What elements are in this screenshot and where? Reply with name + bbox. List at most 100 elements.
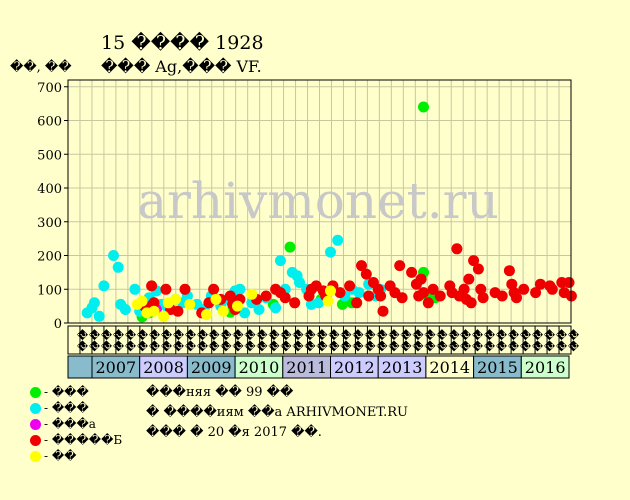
month-label: �� <box>87 329 100 352</box>
month-label: �� <box>554 329 567 352</box>
note-date: ��� � 20 �я 2017 ��. <box>146 425 322 440</box>
month-label: �� <box>207 329 220 352</box>
legend-marker <box>30 451 41 462</box>
data-point <box>377 305 389 317</box>
data-point <box>396 292 408 304</box>
y-tick-label: 100 <box>37 283 62 298</box>
data-point <box>313 297 325 309</box>
month-label: �� <box>350 329 363 352</box>
month-label: �� <box>123 329 136 352</box>
data-point <box>232 300 243 312</box>
data-point <box>418 101 429 113</box>
chart-subtitle: ��� Ag,��� VF. <box>101 57 262 76</box>
data-point <box>394 260 406 272</box>
data-point <box>234 283 246 295</box>
note-average: ���няя �� 99 �� <box>146 385 294 400</box>
data-point <box>112 261 124 273</box>
note-source: � ����иям ��а ARHIVMONET.RU <box>146 405 408 420</box>
month-label: �� <box>386 329 399 352</box>
month-label: �� <box>99 329 112 352</box>
year-label: 2009 <box>191 358 232 377</box>
data-point <box>279 292 291 304</box>
legend-marker <box>30 419 41 430</box>
data-point <box>93 310 105 322</box>
month-label: �� <box>326 329 339 352</box>
data-point <box>506 278 518 290</box>
data-point <box>239 307 251 319</box>
watermark: arhivmonet.ru <box>137 172 499 230</box>
month-label: �� <box>171 329 184 352</box>
data-point <box>344 280 356 292</box>
month-label: �� <box>530 329 543 352</box>
data-point <box>418 287 429 299</box>
data-point <box>503 265 515 277</box>
data-point <box>158 310 170 322</box>
month-label: �� <box>147 329 160 352</box>
year-cell <box>520 355 570 379</box>
legend-marker <box>30 387 41 398</box>
month-label: �� <box>267 329 280 352</box>
data-point <box>179 283 191 295</box>
data-point <box>334 287 346 299</box>
data-point <box>294 277 305 288</box>
y-axis: 0 100 200 300 400 500 600 700 <box>37 81 68 332</box>
data-point <box>422 297 434 309</box>
data-point <box>406 266 418 278</box>
data-point <box>332 234 344 246</box>
month-label: �� <box>518 329 531 352</box>
data-point <box>270 302 282 314</box>
data-point <box>475 283 487 295</box>
chart-title: 15 ���� 1928 <box>101 32 264 54</box>
year-label: 2014 <box>429 358 470 377</box>
grid <box>68 80 571 323</box>
month-label: �� <box>219 329 232 352</box>
month-label: �� <box>243 329 256 352</box>
month-label: �� <box>470 329 483 352</box>
data-points <box>81 101 577 323</box>
data-point <box>148 297 160 309</box>
year-label: 2011 <box>286 358 327 377</box>
data-point <box>210 293 222 305</box>
data-point <box>129 283 141 295</box>
month-label: �� <box>446 329 459 352</box>
legend-marker <box>30 435 41 446</box>
month-label: �� <box>183 329 196 352</box>
data-point <box>511 292 522 304</box>
data-point <box>325 246 336 258</box>
year-label: 2008 <box>143 358 184 377</box>
data-point <box>477 292 489 304</box>
year-label: 2015 <box>477 358 518 377</box>
data-point <box>451 243 463 255</box>
data-point <box>284 241 296 253</box>
y-axis-unit: ��, �� <box>10 60 72 75</box>
month-label: �� <box>279 329 292 352</box>
data-point <box>208 283 220 295</box>
data-point <box>563 277 575 288</box>
data-point <box>458 283 470 295</box>
legend-label: - ���а <box>44 417 96 431</box>
year-cell-lead <box>67 355 93 379</box>
data-point <box>353 287 365 299</box>
month-label: �� <box>315 329 328 352</box>
data-point <box>217 305 229 317</box>
legend-marker <box>30 403 41 414</box>
data-point <box>148 305 160 317</box>
month-label: �� <box>362 329 375 352</box>
month-label: �� <box>291 329 304 352</box>
legend-label: - ��� <box>44 401 89 415</box>
month-label: �� <box>398 329 411 352</box>
data-point <box>108 250 119 261</box>
data-point <box>465 297 477 309</box>
month-label: �� <box>506 329 519 352</box>
legend-label: - ��� <box>44 385 89 399</box>
data-point <box>534 278 546 290</box>
month-label: �� <box>195 329 208 352</box>
month-label: �� <box>374 329 387 352</box>
data-point <box>246 288 258 300</box>
month-label: �� <box>458 329 471 352</box>
data-point <box>463 273 475 285</box>
data-point <box>136 295 148 307</box>
month-label: �� <box>135 329 148 352</box>
data-point <box>146 280 158 292</box>
